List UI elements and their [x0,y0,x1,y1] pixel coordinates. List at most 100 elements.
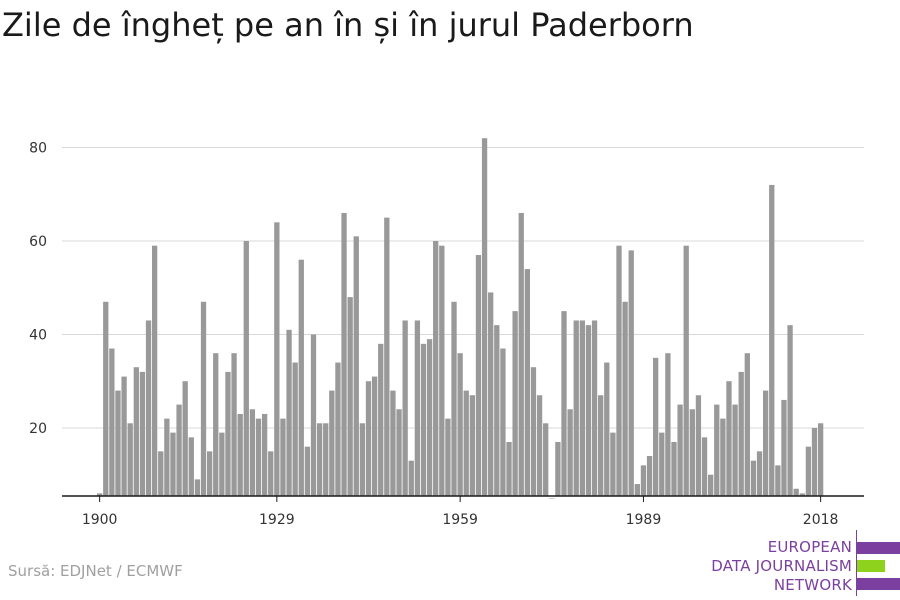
bar-1995 [677,404,683,496]
bar-1964 [488,292,494,496]
bar-1930 [280,418,286,496]
bar-1987 [628,250,634,496]
bar-1974 [549,498,555,499]
bar-2011 [775,465,781,496]
bar-1953 [420,343,427,496]
bar-1983 [604,362,610,496]
logo-divider [856,530,857,596]
bar-1951 [408,460,414,496]
bar-1937 [323,423,329,496]
bar-1946 [378,343,384,496]
bar-1938 [329,390,335,496]
bar-1999 [701,437,708,496]
bar-1903 [115,390,121,496]
bar-2000 [708,474,714,496]
bar-1955 [433,241,439,496]
source-note: Sursă: EDJNet / ECMWF [8,562,183,580]
bar-1943 [359,423,366,496]
bar-1948 [390,390,396,496]
bar-2007 [750,460,757,496]
bar-1973 [543,423,549,496]
bar-1942 [353,236,359,496]
bar-2013 [787,325,793,496]
bar-1978 [573,320,579,496]
bar-1994 [671,441,677,496]
bar-2003 [726,381,732,496]
bar-1904 [121,376,127,496]
bar-1958 [451,301,457,496]
y-tick-label: 40 [29,327,47,343]
bar-1920 [219,432,225,496]
bar-1967 [506,441,512,496]
bar-2008 [756,451,763,496]
bar-2002 [720,418,726,496]
bar-1988 [634,484,640,496]
logo-text-line-2: DATA JOURNALISM [711,557,852,575]
bar-1993 [665,353,671,496]
bar-1901 [103,301,109,496]
x-tick-label: 1900 [82,512,118,528]
bar-2001 [714,404,720,496]
bar-1921 [225,371,231,496]
bar-1940 [341,212,347,497]
bar-1991 [653,357,659,496]
bar-1997 [689,409,695,496]
edjnet-logo: EUROPEAN DATA JOURNALISM NETWORK [700,530,900,598]
bar-1977 [567,409,573,496]
bar-1944 [365,381,372,496]
bar-1929 [274,222,280,496]
bar-1950 [402,320,408,496]
bar-1936 [316,423,323,496]
bar-2005 [738,371,744,496]
bar-2016 [805,446,812,496]
bar-1924 [243,241,249,496]
bar-1905 [127,423,133,496]
bar-1945 [371,376,378,496]
bar-1934 [304,446,311,496]
bar-1957 [445,418,451,496]
bar-1931 [286,329,292,496]
y-tick-label: 20 [29,421,47,437]
bar-1965 [494,325,500,496]
bar-1910 [158,451,164,496]
bar-1923 [237,413,243,496]
y-tick-label: 80 [29,141,47,157]
bar-1913 [176,404,182,496]
bar-1928 [268,451,274,496]
bar-1925 [249,409,256,496]
bar-1914 [182,381,188,496]
bar-1926 [255,418,262,496]
bar-2017 [811,427,818,496]
bar-1941 [347,297,353,496]
bar-1935 [310,334,317,496]
bar-1985 [616,245,622,496]
chart-title: Zile de îngheț pe an în și în jurul Pade… [2,6,694,44]
bar-1968 [512,311,518,496]
bar-1966 [500,348,506,496]
bar-1917 [200,301,207,496]
bar-1906 [133,367,139,496]
bar-1976 [561,311,567,496]
logo-bar-purple-top [857,542,900,554]
bar-1915 [188,437,194,496]
bar-2012 [781,399,787,496]
bar-2009 [762,390,769,496]
bar-1952 [414,320,421,496]
bar-1960 [463,390,469,496]
bar-1975 [555,441,561,496]
logo-text-line-1: EUROPEAN [767,538,852,556]
bar-1947 [384,217,390,496]
bar-1992 [659,432,665,496]
bar-2006 [744,353,750,496]
bar-2010 [769,184,775,496]
bar-1909 [151,245,158,496]
bar-1908 [145,320,152,496]
bar-1900 [97,493,103,496]
bar-1969 [518,212,524,497]
bar-1959 [457,353,463,496]
x-tick-label: 1959 [442,512,478,528]
y-axis-tick-labels: 20 40 60 80 [29,141,47,437]
bar-1918 [206,451,213,496]
x-axis-tick-labels: 1900 1929 1959 1989 2018 [82,496,838,528]
